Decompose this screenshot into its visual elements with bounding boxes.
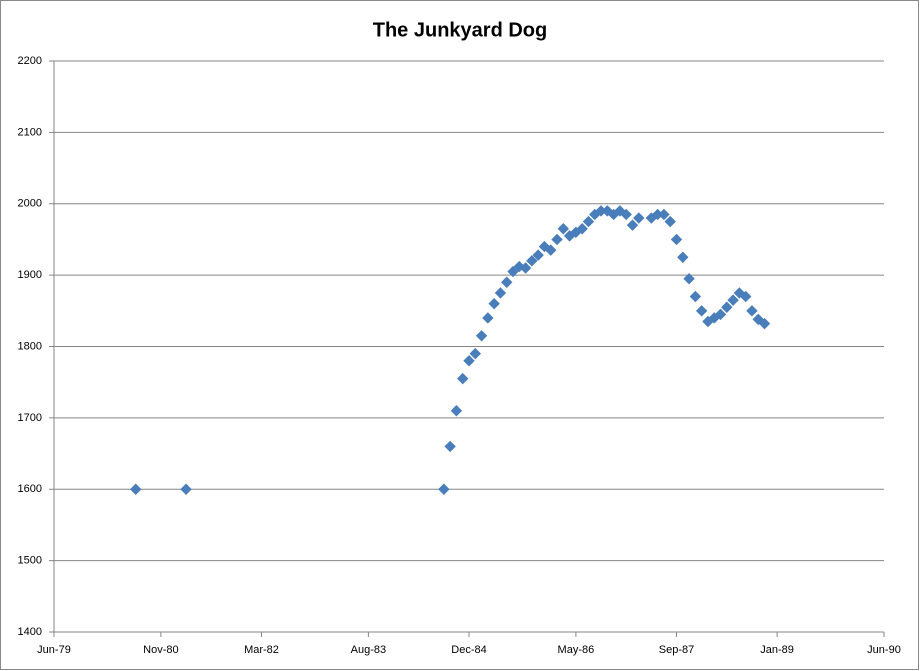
data-point: [475, 330, 488, 342]
data-point: [689, 290, 702, 303]
data-point: [526, 255, 538, 267]
data-point: [677, 251, 689, 263]
data-point: [658, 208, 670, 221]
x-tick-label: Nov-80: [143, 644, 178, 656]
data-point: [739, 290, 752, 303]
data-point: [545, 244, 557, 256]
x-tick-label: Jun-90: [867, 644, 901, 656]
data-point: [469, 347, 481, 360]
data-point: [519, 262, 532, 274]
y-tick-label: 1900: [18, 269, 42, 281]
data-point: [752, 313, 764, 326]
data-point: [438, 483, 450, 495]
x-tick-label: Jan-89: [760, 644, 794, 656]
data-point: [494, 287, 507, 299]
data-point: [733, 287, 746, 299]
y-tick-label: 2100: [18, 126, 42, 138]
data-point: [670, 233, 683, 246]
data-point: [620, 208, 632, 221]
data-point: [683, 272, 695, 285]
data-point: [695, 305, 708, 317]
y-tick-label: 1600: [18, 483, 42, 495]
data-point: [721, 301, 733, 313]
y-tick-label: 1800: [18, 340, 42, 352]
data-point: [727, 294, 739, 306]
data-point: [488, 297, 500, 310]
data-point: [457, 372, 469, 385]
data-point: [450, 405, 463, 417]
x-tick-label: Mar-82: [244, 644, 279, 656]
y-tick-label: 2200: [18, 55, 42, 67]
data-point: [664, 215, 676, 228]
y-tick-label: 2000: [18, 198, 42, 210]
data-point: [130, 483, 142, 495]
data-point: [626, 219, 639, 231]
data-point: [444, 440, 456, 453]
data-point: [633, 212, 645, 224]
data-point: [551, 233, 563, 246]
data-point: [507, 265, 519, 278]
data-point: [582, 215, 595, 228]
x-tick-label: Jun-79: [37, 644, 71, 656]
data-point: [746, 305, 758, 317]
data-point: [538, 240, 551, 253]
x-tick-label: May-86: [558, 644, 595, 656]
data-point: [501, 276, 513, 288]
x-tick-label: Dec-84: [451, 644, 486, 656]
y-tick-label: 1500: [18, 555, 42, 567]
data-point: [532, 249, 544, 261]
data-point: [463, 355, 475, 367]
y-tick-label: 1400: [18, 626, 42, 638]
data-point: [714, 308, 727, 321]
data-point: [758, 317, 771, 330]
data-point: [557, 223, 570, 235]
data-point: [180, 483, 192, 495]
chart-title: The Junkyard Dog: [373, 19, 547, 41]
data-point: [482, 312, 494, 324]
x-tick-label: Aug-83: [351, 644, 386, 656]
x-tick-label: Sep-87: [659, 644, 694, 656]
data-point: [576, 223, 588, 235]
y-tick-label: 1700: [18, 412, 42, 424]
